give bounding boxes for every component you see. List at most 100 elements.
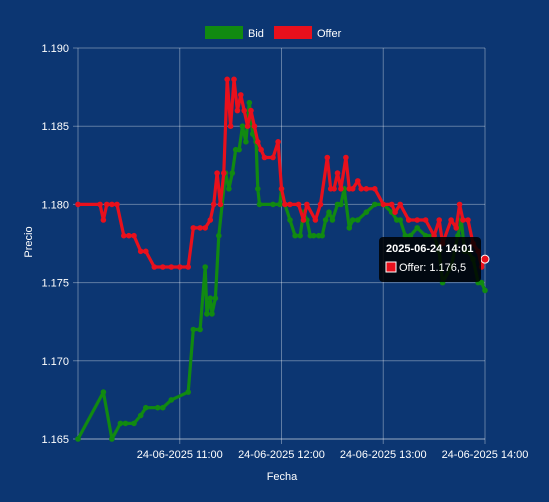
data-point-offer[interactable] xyxy=(100,217,107,223)
data-point-bid[interactable] xyxy=(209,311,215,317)
data-point-offer[interactable] xyxy=(160,264,166,270)
data-point-offer[interactable] xyxy=(334,170,341,176)
data-point-offer[interactable] xyxy=(185,264,191,270)
data-point-bid[interactable] xyxy=(185,389,191,395)
data-point-offer[interactable] xyxy=(221,170,227,176)
data-point-offer[interactable] xyxy=(397,201,404,208)
data-point-bid[interactable] xyxy=(346,225,353,231)
data-point-offer[interactable] xyxy=(358,186,365,192)
data-point-offer[interactable] xyxy=(109,201,115,208)
data-point-bid[interactable] xyxy=(243,139,249,145)
data-point-offer[interactable] xyxy=(231,76,237,83)
data-point-bid[interactable] xyxy=(478,279,485,286)
data-point-bid[interactable] xyxy=(109,436,115,442)
data-point-offer[interactable] xyxy=(275,139,281,145)
data-point-offer[interactable] xyxy=(114,201,120,208)
data-point-offer[interactable] xyxy=(238,92,244,98)
data-point-offer[interactable] xyxy=(414,217,421,223)
data-point-offer[interactable] xyxy=(448,217,454,223)
data-point-bid[interactable] xyxy=(326,209,332,215)
data-point-bid[interactable] xyxy=(277,201,283,208)
data-point-bid[interactable] xyxy=(236,146,242,153)
data-point-offer[interactable] xyxy=(97,201,103,208)
data-point-offer[interactable] xyxy=(244,123,251,129)
data-point-offer[interactable] xyxy=(343,154,349,161)
data-point-offer[interactable] xyxy=(224,76,230,83)
data-point-offer[interactable] xyxy=(207,217,214,223)
data-point-offer[interactable] xyxy=(355,178,361,184)
data-point-bid[interactable] xyxy=(168,397,175,403)
data-point-offer[interactable] xyxy=(202,225,208,231)
data-point-offer[interactable] xyxy=(126,232,132,239)
data-point-offer[interactable] xyxy=(388,201,395,208)
data-point-offer[interactable] xyxy=(177,264,183,270)
data-point-bid[interactable] xyxy=(226,186,232,192)
data-point-offer[interactable] xyxy=(151,264,158,270)
data-point-bid[interactable] xyxy=(117,420,124,427)
data-point-offer[interactable] xyxy=(456,201,463,208)
legend-item-bid[interactable]: Bid xyxy=(205,26,264,40)
data-point-bid[interactable] xyxy=(322,217,329,223)
data-point-offer[interactable] xyxy=(300,217,307,223)
legend-item-offer[interactable]: Offer xyxy=(274,26,342,40)
data-point-offer[interactable] xyxy=(324,154,331,161)
data-point-offer[interactable] xyxy=(234,107,241,114)
data-point-offer[interactable] xyxy=(338,186,344,192)
data-point-offer[interactable] xyxy=(312,217,319,223)
data-point-offer[interactable] xyxy=(137,248,144,255)
data-point-bid[interactable] xyxy=(216,232,222,239)
data-point-offer[interactable] xyxy=(422,217,429,223)
data-point-bid[interactable] xyxy=(329,217,336,223)
data-point-offer[interactable] xyxy=(405,217,412,223)
data-point-bid[interactable] xyxy=(319,232,326,239)
data-point-offer[interactable] xyxy=(331,186,337,192)
data-point-bid[interactable] xyxy=(482,287,488,294)
data-point-offer[interactable] xyxy=(436,217,443,223)
data-point-offer[interactable] xyxy=(210,201,217,208)
data-point-bid[interactable] xyxy=(131,420,137,427)
data-point-offer[interactable] xyxy=(197,225,203,231)
data-point-bid[interactable] xyxy=(197,326,203,333)
data-point-offer[interactable] xyxy=(304,201,310,208)
data-point-bid[interactable] xyxy=(202,264,208,270)
data-point-bid[interactable] xyxy=(246,99,253,106)
data-point-offer[interactable] xyxy=(453,225,460,231)
data-point-bid[interactable] xyxy=(270,201,276,208)
data-point-bid[interactable] xyxy=(160,404,166,411)
data-point-bid[interactable] xyxy=(414,225,421,231)
data-point-offer[interactable] xyxy=(392,209,398,215)
data-point-bid[interactable] xyxy=(154,404,161,411)
data-point-offer[interactable] xyxy=(278,186,285,192)
data-point-offer[interactable] xyxy=(270,154,276,161)
data-point-bid[interactable] xyxy=(397,217,404,223)
data-point-offer[interactable] xyxy=(317,201,324,208)
data-point-bid[interactable] xyxy=(310,232,317,239)
data-point-offer[interactable] xyxy=(217,201,224,208)
data-point-bid[interactable] xyxy=(204,311,210,317)
data-point-offer[interactable] xyxy=(349,186,356,192)
data-point-offer[interactable] xyxy=(258,146,264,153)
data-point-bid[interactable] xyxy=(292,232,298,239)
data-point-bid[interactable] xyxy=(372,201,378,208)
data-point-offer[interactable] xyxy=(168,264,175,270)
data-point-bid[interactable] xyxy=(212,295,219,302)
data-point-bid[interactable] xyxy=(355,217,361,223)
data-point-bid[interactable] xyxy=(143,404,149,411)
data-point-offer[interactable] xyxy=(104,201,110,208)
data-point-offer[interactable] xyxy=(143,248,149,255)
data-point-bid[interactable] xyxy=(363,209,370,215)
data-point-offer[interactable] xyxy=(380,201,387,208)
data-point-offer[interactable] xyxy=(254,139,261,145)
data-point-offer[interactable] xyxy=(121,232,127,239)
data-point-bid[interactable] xyxy=(137,412,144,419)
data-point-bid[interactable] xyxy=(190,326,197,333)
data-point-offer[interactable] xyxy=(372,186,378,192)
data-point-bid[interactable] xyxy=(338,201,344,208)
data-point-offer[interactable] xyxy=(241,107,247,114)
data-point-bid[interactable] xyxy=(249,131,256,137)
data-point-bid[interactable] xyxy=(297,232,304,239)
data-point-bid[interactable] xyxy=(239,123,246,129)
data-point-offer[interactable] xyxy=(465,217,471,223)
data-point-offer[interactable] xyxy=(190,225,197,231)
data-point-offer[interactable] xyxy=(460,217,466,223)
